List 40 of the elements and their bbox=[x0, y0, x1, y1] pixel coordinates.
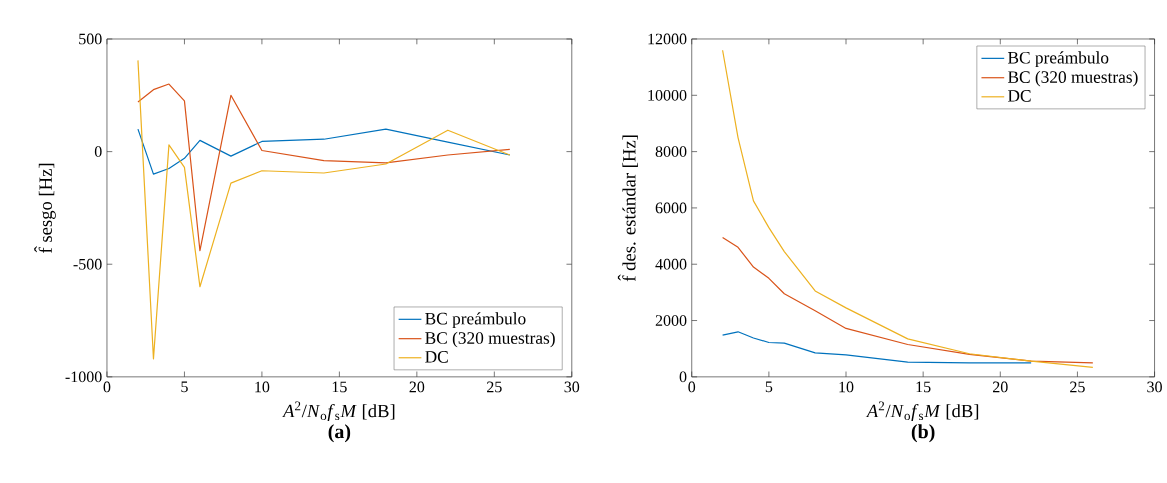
y-axis-title: f̂ sesgo [Hz] bbox=[34, 163, 56, 254]
x-tick-label: 25 bbox=[487, 381, 502, 393]
y-tick-label: 0 bbox=[94, 146, 102, 158]
legend-label: DC bbox=[1007, 90, 1031, 102]
legend-label: BC preámbulo bbox=[1007, 51, 1109, 68]
x-tick-label: 30 bbox=[1147, 381, 1162, 393]
legend-label: BC (320 muestras) bbox=[1007, 70, 1138, 87]
x-tick-label: 0 bbox=[103, 381, 111, 393]
y-tick-label: 500 bbox=[79, 33, 102, 45]
text: (b) bbox=[911, 424, 935, 443]
x-tick-label: 10 bbox=[255, 381, 270, 393]
x-tick-label: 5 bbox=[765, 381, 773, 393]
y-tick-label: 10000 bbox=[648, 89, 687, 101]
y-tick-label: -500 bbox=[73, 258, 102, 270]
x-tick-label: 25 bbox=[1070, 381, 1085, 393]
y-tick-label: 6000 bbox=[655, 202, 687, 214]
text: A$^{2}$/N$_{o}$f$_{s}$M [dB] bbox=[865, 401, 979, 422]
line-series bbox=[137, 83, 511, 252]
y-tick-label: 8000 bbox=[655, 146, 687, 158]
x-tick-label: 15 bbox=[332, 381, 347, 393]
y-tick-label: 2000 bbox=[655, 315, 687, 327]
legend-label: BC (320 muestras) bbox=[425, 331, 555, 348]
x-tick-label: 15 bbox=[916, 381, 931, 393]
text: (a) bbox=[328, 424, 351, 443]
y-tick-label: 0 bbox=[679, 371, 687, 383]
x-tick-label: 20 bbox=[409, 381, 425, 393]
y-tick-label: -1000 bbox=[65, 371, 102, 383]
x-tick-label: 20 bbox=[993, 381, 1008, 393]
line-series bbox=[722, 331, 1032, 364]
x-tick-label: 10 bbox=[839, 381, 854, 393]
text: A$^{2}$/N$_{o}$f$_{s}$M [dB] bbox=[282, 401, 395, 422]
x-tick-label: 5 bbox=[181, 381, 188, 393]
y-tick-label: 12000 bbox=[648, 33, 687, 45]
x-tick-label: 0 bbox=[688, 381, 696, 393]
y-axis-title: f̂ des. estándar [Hz] bbox=[617, 135, 638, 282]
line-series bbox=[722, 236, 1094, 364]
y-tick-label: 4000 bbox=[655, 258, 687, 270]
legend-label: DC bbox=[425, 351, 448, 363]
legend-label: BC preámbulo bbox=[425, 312, 526, 329]
x-tick-label: 30 bbox=[564, 381, 580, 393]
